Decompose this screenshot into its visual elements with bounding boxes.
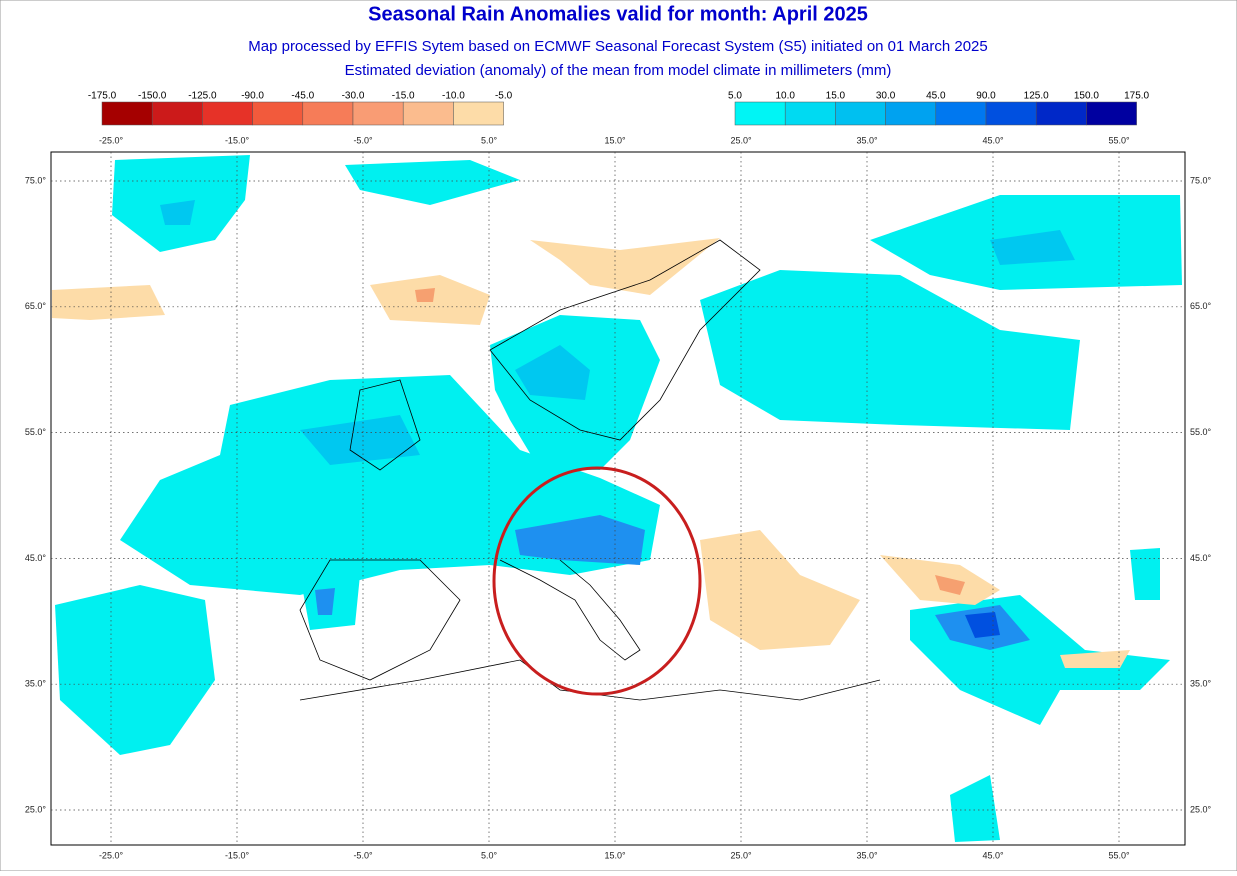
lat-label: 65.0° xyxy=(1190,301,1212,311)
lon-label: 55.0° xyxy=(1108,135,1130,145)
lat-label: 55.0° xyxy=(25,427,47,437)
legend-swatch xyxy=(734,101,786,126)
lat-label: 65.0° xyxy=(25,301,47,311)
legend-label: -90.0 xyxy=(241,91,264,102)
anomaly-area xyxy=(700,270,1080,430)
anomaly-area xyxy=(1130,548,1160,600)
legend-swatch xyxy=(402,101,454,126)
legend-label: 10.0 xyxy=(775,91,795,102)
anomaly-area xyxy=(160,200,195,225)
lon-label: 5.0° xyxy=(481,135,498,145)
lon-label: 45.0° xyxy=(982,135,1004,145)
anomaly-area xyxy=(530,238,720,295)
graticule: -25.0° -25.0° -15.0° -15.0° -5.0° -5.0° 5.0° 5.… xyxy=(25,135,1212,860)
highlight-circle xyxy=(492,466,702,696)
coastline xyxy=(299,559,461,681)
lon-label: 35.0° xyxy=(856,135,878,145)
anomaly-area xyxy=(935,575,965,595)
legend-label: -15.0 xyxy=(392,91,415,102)
anomaly-area xyxy=(415,288,435,302)
lon-label: -15.0° xyxy=(225,135,250,145)
lat-label: 35.0° xyxy=(25,679,47,689)
title: Seasonal Rain Anomalies valid for month:… xyxy=(368,3,868,25)
legend-swatch xyxy=(935,101,987,126)
anomaly-area xyxy=(55,585,215,755)
legend-label: -5.0 xyxy=(495,91,513,102)
legend-label: -45.0 xyxy=(291,91,314,102)
lat-label: 25.0° xyxy=(1190,804,1212,814)
lat-label: 45.0° xyxy=(25,553,47,563)
legend-label: 90.0 xyxy=(976,91,996,102)
lat-label: 55.0° xyxy=(1190,427,1212,437)
anomaly-area xyxy=(1060,650,1130,668)
legend-swatch xyxy=(302,101,354,126)
anomaly-area xyxy=(345,160,520,205)
anomaly-area xyxy=(990,230,1075,265)
anomaly-area xyxy=(965,612,1000,638)
legend-swatch xyxy=(352,101,404,126)
legend-swatch xyxy=(885,101,937,126)
legend-label: 15.0 xyxy=(826,91,846,102)
lat-label: 35.0° xyxy=(1190,679,1212,689)
description: Estimated deviation (anomaly) of the mea… xyxy=(345,62,892,79)
legend-label: 30.0 xyxy=(876,91,896,102)
legend-label: 5.0 xyxy=(728,91,742,102)
lon-label: 15.0° xyxy=(604,850,626,860)
legend: -175.0 -150.0 -125.0 -90.0 -45.0 -30.0 -15.0 -1… xyxy=(88,91,1150,126)
legend-label: -30.0 xyxy=(342,91,365,102)
lat-label: 75.0° xyxy=(25,175,47,185)
legend-swatch xyxy=(1035,101,1087,126)
legend-swatch xyxy=(151,101,203,126)
legend-label: 175.0 xyxy=(1124,91,1149,102)
legend-label: 45.0 xyxy=(926,91,946,102)
lon-label: -15.0° xyxy=(225,850,250,860)
anomaly-area xyxy=(515,515,645,565)
coastline xyxy=(499,559,641,661)
lon-label: 55.0° xyxy=(1108,850,1130,860)
legend-label: -150.0 xyxy=(138,91,167,102)
legend-swatch xyxy=(784,101,836,126)
lon-label: -5.0° xyxy=(353,850,373,860)
subtitle: Map processed by EFFIS Sytem based on EC… xyxy=(248,38,988,55)
anomaly-area xyxy=(315,588,335,615)
lat-label: 75.0° xyxy=(1190,175,1212,185)
anomaly-area xyxy=(700,530,860,650)
legend-label: -175.0 xyxy=(88,91,117,102)
legend-label: 150.0 xyxy=(1074,91,1099,102)
legend-swatch xyxy=(985,101,1037,126)
lon-label: 35.0° xyxy=(856,850,878,860)
legend-label: -10.0 xyxy=(442,91,465,102)
anomaly-area xyxy=(950,775,1000,842)
anomaly-area xyxy=(52,285,165,320)
lon-label: 45.0° xyxy=(982,850,1004,860)
legend-label: -125.0 xyxy=(188,91,217,102)
legend-swatch xyxy=(202,101,253,126)
anomaly-area xyxy=(300,415,420,465)
lon-label: 15.0° xyxy=(604,135,626,145)
legend-swatch xyxy=(252,101,304,126)
lat-label: 25.0° xyxy=(25,804,47,814)
legend-swatch xyxy=(1086,101,1137,126)
lon-label: -25.0° xyxy=(99,135,124,145)
anomaly-fields xyxy=(52,155,1182,842)
anomaly-area xyxy=(515,345,590,400)
lon-label: -5.0° xyxy=(353,135,373,145)
lon-label: -25.0° xyxy=(99,850,124,860)
legend-swatch xyxy=(453,101,504,126)
legend-swatch xyxy=(835,101,886,126)
legend-label: 125.0 xyxy=(1024,91,1049,102)
coastline xyxy=(349,379,421,471)
lon-label: 25.0° xyxy=(730,850,752,860)
lat-label: 45.0° xyxy=(1190,553,1212,563)
lon-label: 25.0° xyxy=(730,135,752,145)
anomaly-area xyxy=(740,345,800,385)
coastline xyxy=(489,239,761,441)
lon-label: 5.0° xyxy=(481,850,498,860)
legend-swatch xyxy=(101,101,153,126)
